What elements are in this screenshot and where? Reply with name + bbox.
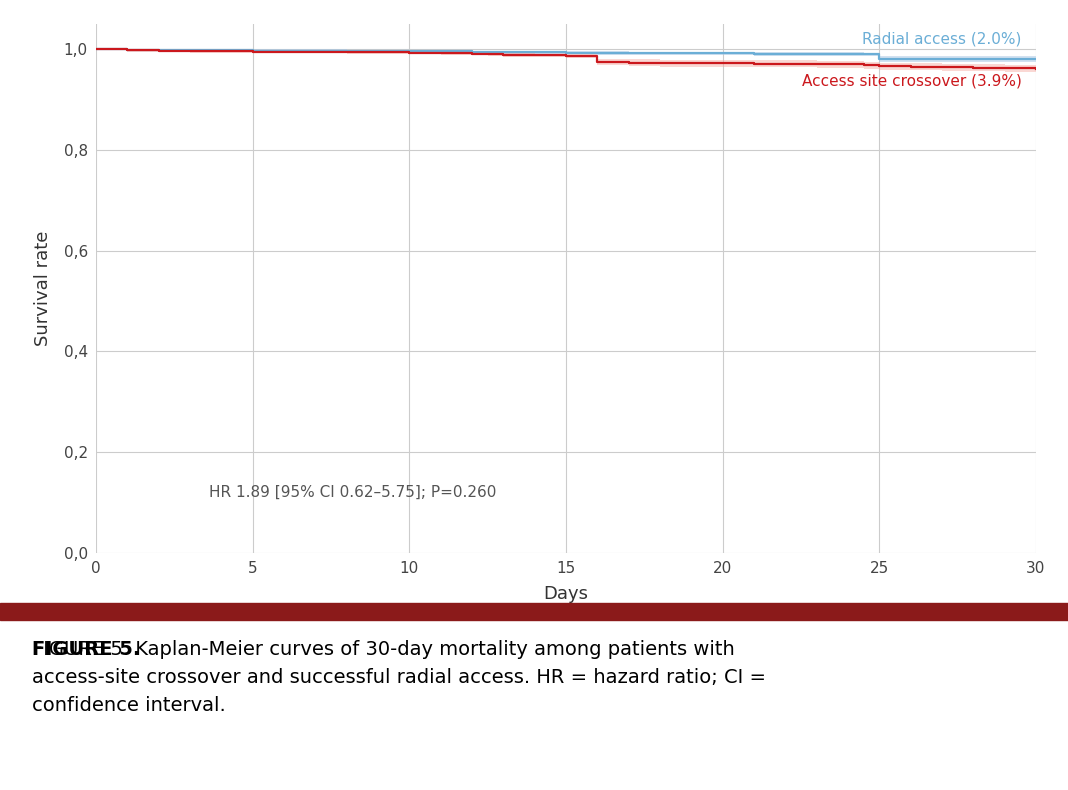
Text: Radial access (2.0%): Radial access (2.0%) (863, 32, 1022, 47)
X-axis label: Days: Days (544, 585, 588, 603)
Text: FIGURE 5. Kaplan-Meier curves of 30-day mortality among patients with
access-sit: FIGURE 5. Kaplan-Meier curves of 30-day … (32, 640, 766, 715)
Text: HR 1.89 [95% CI 0.62–5.75]; P=0.260: HR 1.89 [95% CI 0.62–5.75]; P=0.260 (209, 485, 497, 500)
Y-axis label: Survival rate: Survival rate (34, 231, 52, 346)
Text: FIGURE 5.: FIGURE 5. (32, 640, 140, 659)
Text: Access site crossover (3.9%): Access site crossover (3.9%) (802, 74, 1022, 89)
